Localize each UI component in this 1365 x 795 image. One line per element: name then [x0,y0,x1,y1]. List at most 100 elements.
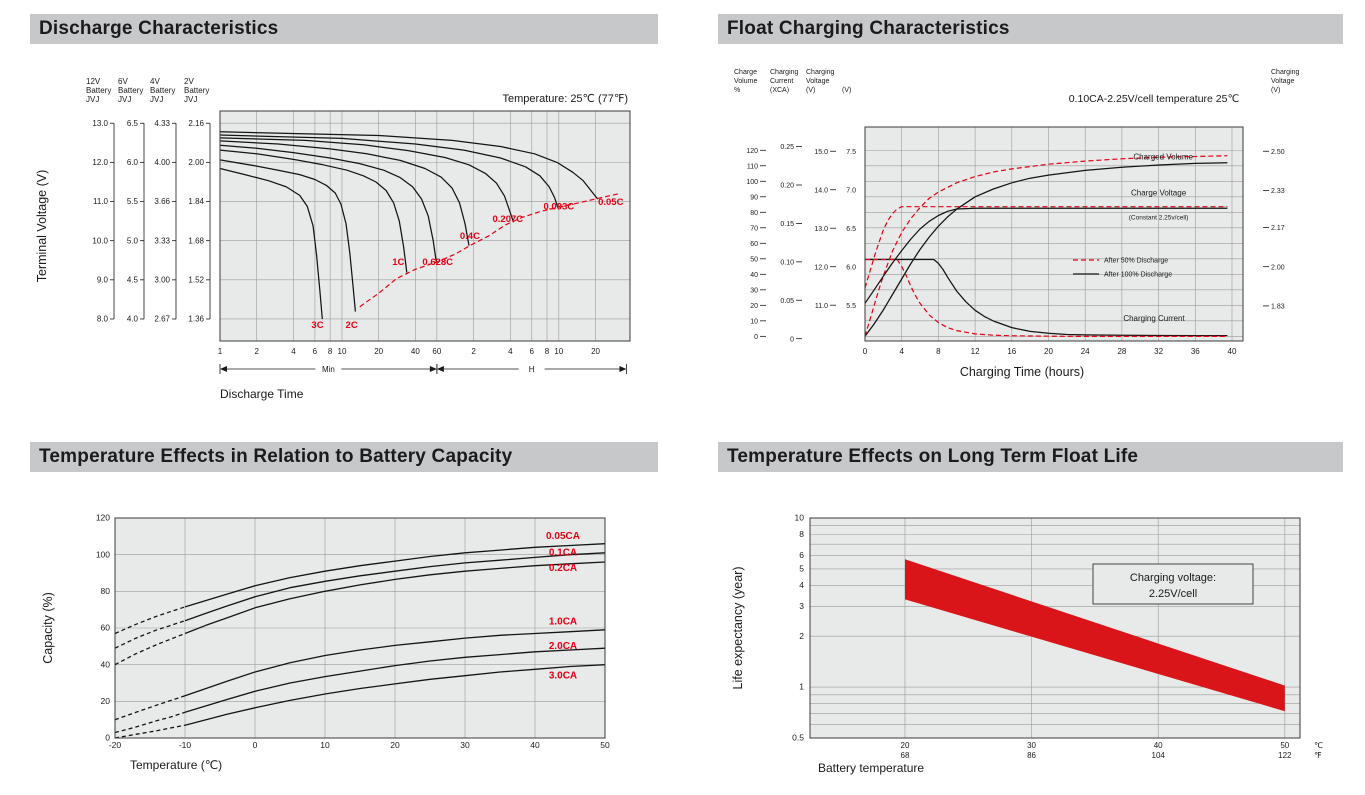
svg-text:℉: ℉ [1314,751,1322,760]
svg-text:4V: 4V [150,77,160,86]
svg-text:Charging Time (hours): Charging Time (hours) [960,365,1084,379]
svg-text:0.1CA: 0.1CA [549,548,577,559]
svg-text:After 100% Discharge: After 100% Discharge [1104,272,1172,279]
svg-text:1.68: 1.68 [188,236,204,245]
svg-text:Charging: Charging [806,69,835,76]
temperature-capacity-chart: -20 -10 0 10 20 30 40 50 120 100 80 60 40 20 0 0.05CA 0.… [41,513,610,772]
svg-text:11.0: 11.0 [93,197,109,206]
svg-text:12.0: 12.0 [814,264,828,271]
svg-text:1.83: 1.83 [1271,304,1285,311]
svg-text:10: 10 [795,513,805,523]
svg-text:2V: 2V [184,77,194,86]
svg-text:Battery temperature: Battery temperature [818,761,924,775]
svg-text:0.05: 0.05 [780,298,794,305]
svg-text:15.0: 15.0 [814,149,828,156]
svg-text:3C: 3C [311,320,323,331]
svg-text:5: 5 [799,564,804,574]
svg-text:0.628C: 0.628C [422,257,453,268]
svg-text:0.15: 0.15 [780,221,794,228]
svg-text:40: 40 [750,272,758,279]
svg-text:0.207C: 0.207C [492,214,523,225]
svg-text:Current: Current [770,78,793,85]
svg-text:3.66: 3.66 [154,197,170,206]
svg-text:6V: 6V [118,77,128,86]
svg-text:10: 10 [554,347,563,356]
svg-text:2: 2 [471,347,476,356]
svg-text:Charge Voltage: Charge Voltage [1131,189,1187,198]
svg-text:7.5: 7.5 [846,149,856,156]
svg-text:Battery: Battery [118,86,143,95]
svg-text:0.20: 0.20 [780,183,794,190]
svg-text:110: 110 [747,163,758,170]
svg-text:100: 100 [746,179,758,186]
section-title-float-charging: Float Charging Characteristics [718,14,1343,44]
svg-text:20: 20 [101,696,111,706]
float-charging-chart: 0 4 8 12 16 20 24 28 32 36 40 Charge Volume% 120 110 10… [734,69,1300,379]
svg-text:11.0: 11.0 [815,303,828,310]
svg-text:(Constant 2.25v/cell): (Constant 2.25v/cell) [1129,214,1189,221]
svg-text:Voltage: Voltage [1271,78,1294,85]
svg-text:Life expectancy (year): Life expectancy (year) [731,567,745,690]
svg-text:2: 2 [799,631,804,641]
svg-text:1.52: 1.52 [188,275,204,284]
svg-text:10.0: 10.0 [92,236,108,245]
svg-text:(XCA): (XCA) [770,87,789,94]
svg-text:4: 4 [899,347,904,356]
svg-text:20: 20 [1044,347,1053,356]
svg-text:40: 40 [411,347,420,356]
svg-text:Voltage: Voltage [806,78,829,85]
svg-text:Charging voltage:: Charging voltage: [1130,572,1216,584]
svg-text:Capacity (%): Capacity (%) [41,592,55,664]
svg-text:5.5: 5.5 [846,303,856,310]
svg-text:4: 4 [508,347,513,356]
svg-text:Min: Min [322,365,335,374]
svg-text:12: 12 [971,347,980,356]
svg-text:120: 120 [96,513,110,523]
svg-text:0.2CA: 0.2CA [549,563,577,574]
svg-text:0.093C: 0.093C [544,202,575,213]
svg-text:30: 30 [460,740,470,750]
svg-text:90: 90 [750,194,758,201]
svg-text:(V): (V) [806,87,815,94]
svg-text:0.5: 0.5 [792,733,804,743]
svg-text:0.4C: 0.4C [460,231,480,242]
svg-text:JVJ: JVJ [86,95,99,104]
svg-text:6: 6 [313,347,318,356]
svg-text:Terminal Voltage (V): Terminal Voltage (V) [35,170,49,283]
svg-text:20: 20 [901,741,910,750]
svg-text:120: 120 [746,148,758,155]
svg-text:60: 60 [750,241,758,248]
svg-text:0: 0 [790,336,794,343]
svg-text:8: 8 [545,347,550,356]
svg-text:3.33: 3.33 [154,236,170,245]
section-title-temperature-capacity: Temperature Effects in Relation to Batte… [30,442,658,472]
svg-text:0.10: 0.10 [780,259,794,266]
svg-text:℃: ℃ [1314,741,1323,750]
svg-text:40: 40 [1154,741,1163,750]
svg-text:80: 80 [750,210,758,217]
svg-text:0.10CA-2.25V/cell temperature: 0.10CA-2.25V/cell temperature 25℃ [1069,93,1240,105]
svg-text:JVJ: JVJ [150,95,163,104]
svg-text:-20: -20 [109,740,122,750]
svg-text:1.0CA: 1.0CA [549,616,577,627]
svg-text:8: 8 [799,529,804,539]
svg-text:2C: 2C [346,320,358,331]
svg-text:0.05CA: 0.05CA [546,531,580,542]
svg-text:70: 70 [750,225,758,232]
svg-text:0: 0 [863,347,868,356]
discharge-characteristics-chart: 1 2 4 6 8 10 20 40 60 2 4 6 8 10 2012VBatteryJVJ13.012… [35,77,631,401]
panel-discharge-characteristics: Discharge Characteristics 1 2 4 6 8 10 20 40 60 2… [30,14,658,406]
svg-text:0: 0 [253,740,258,750]
svg-text:68: 68 [901,751,910,760]
svg-text:10: 10 [750,318,758,325]
svg-text:(V): (V) [1271,87,1280,94]
svg-text:16: 16 [1007,347,1016,356]
svg-text:0: 0 [754,334,758,341]
svg-text:1C: 1C [392,257,404,268]
svg-text:H: H [529,365,535,374]
svg-text:4.0: 4.0 [127,315,139,324]
svg-text:4.00: 4.00 [154,158,170,167]
svg-text:0: 0 [105,733,110,743]
svg-text:Charge: Charge [734,69,757,76]
svg-text:20: 20 [750,303,758,310]
